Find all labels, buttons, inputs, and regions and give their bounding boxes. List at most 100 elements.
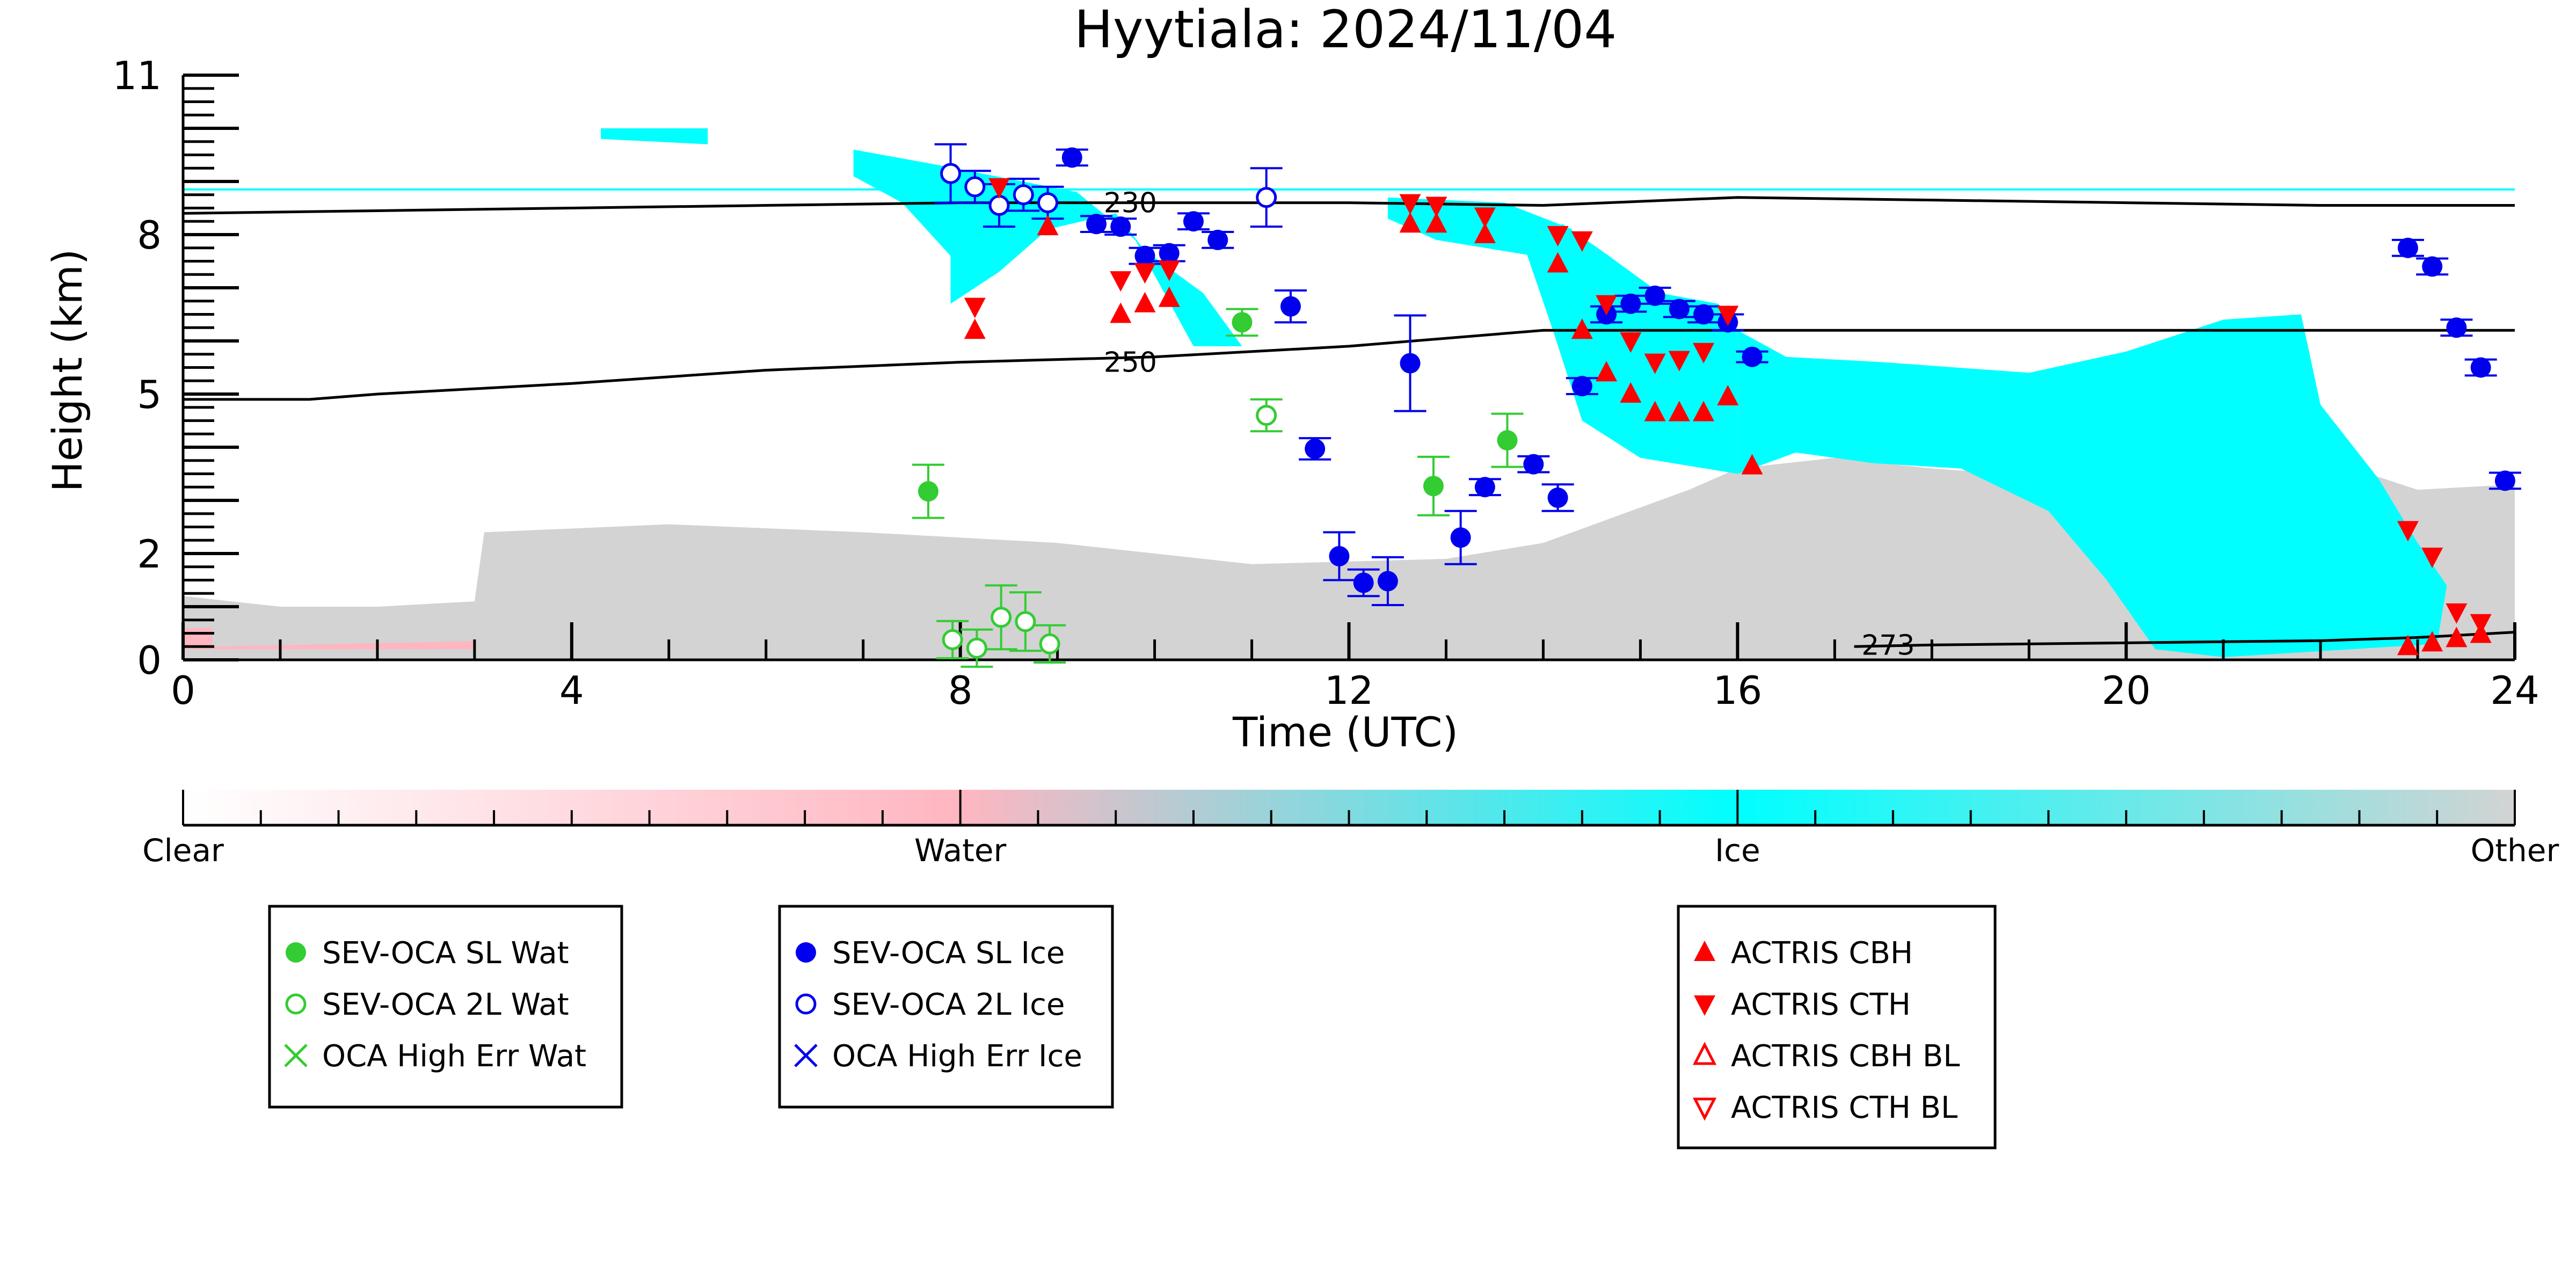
marker-actris-cth <box>1547 226 1569 246</box>
point-sev-oca-sl-ice <box>2446 317 2467 338</box>
point-sev-oca-2l-wat <box>942 629 963 650</box>
point-sev-oca-sl-wat <box>918 481 938 502</box>
point-sev-oca-sl-ice <box>1280 296 1301 317</box>
point-sev-oca-sl-ice <box>1305 438 1326 459</box>
marker-actris-cth <box>2470 614 2492 635</box>
legend-marker <box>284 1044 308 1067</box>
contour-line <box>183 196 2515 215</box>
contour-label: 273 <box>1861 629 1915 661</box>
marker-actris-cbh <box>2421 631 2443 652</box>
marker-actris-cth <box>1692 343 1714 363</box>
colorbar-label: Water <box>914 832 1007 869</box>
legend-label: ACTRIS CBH <box>1731 936 1913 971</box>
legend-marker <box>1692 1097 1717 1121</box>
marker-actris-cbh <box>1644 401 1666 421</box>
marker-actris-cth <box>1644 353 1666 374</box>
y-tick-label: 8 <box>137 213 162 258</box>
marker-actris-cth <box>1571 231 1593 252</box>
x-tick-label: 4 <box>559 668 584 713</box>
point-sev-oca-sl-ice <box>1523 454 1544 475</box>
marker-actris-cbh <box>1620 382 1642 403</box>
marker-actris-cth <box>1425 197 1447 217</box>
marker-actris-cbh <box>1158 286 1180 307</box>
legend-label: OCA High Err Ice <box>832 1039 1082 1074</box>
colorbar-label: Ice <box>1715 832 1760 869</box>
y-tick-label: 5 <box>137 372 162 417</box>
marker-actris-cbh <box>2446 627 2468 647</box>
marker-actris-cbh <box>1399 212 1421 233</box>
ice-region <box>853 149 1242 346</box>
legend-box <box>1677 905 1997 1149</box>
point-sev-oca-2l-ice <box>964 176 986 198</box>
point-sev-oca-sl-ice <box>1159 243 1180 264</box>
point-sev-oca-2l-wat <box>1256 405 1277 426</box>
point-sev-oca-sl-ice <box>1644 285 1665 306</box>
colorbar: Clear Water Ice Other <box>142 790 2559 869</box>
axes: 0 4 8 12 16 20 24 0 2 5 8 11 <box>112 53 2539 713</box>
marker-actris-cth <box>2397 521 2419 542</box>
marker-actris-cbh <box>1692 401 1714 421</box>
contour-label: 250 <box>1104 347 1157 379</box>
legend-marker <box>285 993 307 1015</box>
point-sev-oca-2l-wat <box>966 637 987 659</box>
point-sev-oca-sl-ice <box>1353 572 1374 593</box>
legend-label: ACTRIS CTH BL <box>1731 1090 1958 1125</box>
point-sev-oca-sl-ice <box>2470 357 2491 378</box>
y-tick-label: 0 <box>137 638 162 683</box>
contour-label: 230 <box>1104 187 1157 220</box>
y-tick-label: 2 <box>137 532 162 577</box>
legend-box <box>778 905 1114 1109</box>
x-tick-label: 16 <box>1713 668 1763 713</box>
x-tick-label: 20 <box>2101 668 2151 713</box>
marker-actris-cth <box>1717 305 1739 326</box>
point-sev-oca-2l-ice <box>988 195 1010 216</box>
water-region <box>183 628 475 650</box>
point-sev-oca-2l-wat <box>991 607 1012 628</box>
point-sev-oca-sl-ice <box>2397 237 2418 258</box>
point-sev-oca-sl-wat <box>1232 312 1253 333</box>
point-sev-oca-sl-ice <box>1207 229 1228 250</box>
point-sev-oca-sl-ice <box>1547 487 1568 508</box>
x-tick-label: 12 <box>1325 668 1374 713</box>
legend-marker <box>796 942 816 963</box>
marker-actris-cth <box>964 297 986 318</box>
marker-actris-cbh <box>964 318 986 339</box>
marker-actris-cbh <box>1474 223 1496 243</box>
marker-actris-cbh <box>1547 252 1569 273</box>
legend-label: SEV-OCA SL Wat <box>322 936 569 971</box>
data-points <box>918 147 2515 659</box>
point-sev-oca-2l-wat <box>1015 611 1036 632</box>
legend-label: SEV-OCA 2L Ice <box>832 987 1065 1022</box>
y-axis-label: Height (km) <box>43 249 91 492</box>
x-tick-label: 8 <box>948 668 973 713</box>
point-sev-oca-sl-ice <box>1450 527 1471 548</box>
colorbar-label: Clear <box>142 832 224 869</box>
marker-actris-cbh <box>1134 292 1156 312</box>
point-sev-oca-2l-ice <box>940 163 962 184</box>
legend-marker <box>794 1044 818 1067</box>
point-sev-oca-sl-ice <box>1061 147 1082 168</box>
marker-actris-cth <box>1158 260 1180 281</box>
point-sev-oca-sl-ice <box>1329 545 1350 566</box>
marker-actris-cth <box>1399 194 1421 215</box>
legend-label: ACTRIS CTH <box>1731 987 1911 1022</box>
point-sev-oca-sl-ice <box>2422 256 2443 277</box>
point-sev-oca-sl-ice <box>1474 477 1495 498</box>
x-tick-label: 24 <box>2490 668 2539 713</box>
marker-actris-cth <box>1134 263 1156 284</box>
marker-actris-cbh <box>1596 361 1618 382</box>
point-sev-oca-sl-ice <box>1742 346 1763 367</box>
marker-actris-cth <box>1110 271 1132 292</box>
legend-marker <box>1692 1042 1717 1065</box>
point-sev-oca-sl-ice <box>1571 376 1592 397</box>
point-sev-oca-2l-wat <box>1039 633 1060 654</box>
point-sev-oca-sl-ice <box>1377 571 1398 592</box>
marker-actris-cth <box>1620 332 1642 353</box>
legend-marker <box>795 993 817 1015</box>
colorbar-label: Other <box>2471 832 2559 869</box>
marker-actris-cth <box>1474 207 1496 228</box>
legend-marker <box>286 942 306 963</box>
marker-actris-cth <box>1596 295 1618 316</box>
chart-title: Hyytiala: 2024/11/04 <box>1074 0 1617 60</box>
